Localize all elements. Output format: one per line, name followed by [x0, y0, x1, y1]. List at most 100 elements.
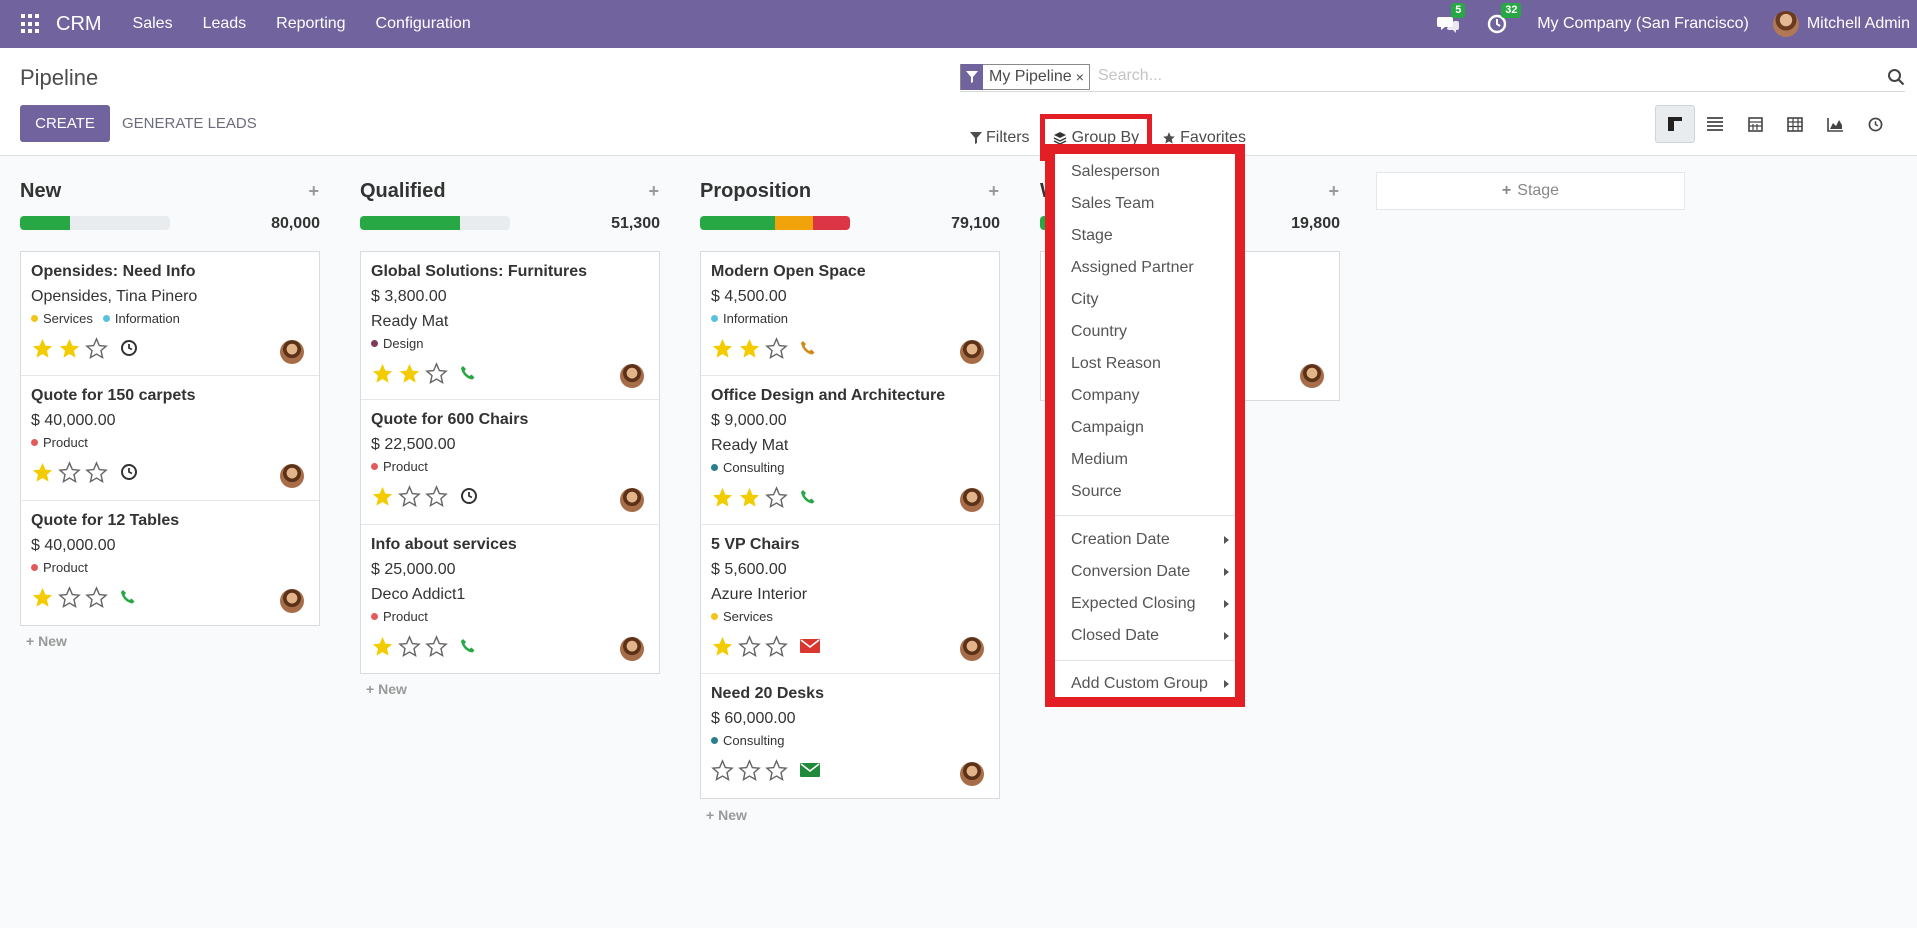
- quick-create-plus-icon[interactable]: +: [648, 180, 659, 201]
- star-filled-icon[interactable]: [398, 362, 421, 385]
- activity-phone-icon[interactable]: [800, 338, 820, 358]
- calendar-view-button[interactable]: [1735, 105, 1775, 143]
- salesperson-avatar[interactable]: [280, 589, 304, 613]
- salesperson-avatar[interactable]: [960, 762, 984, 786]
- add-custom-group[interactable]: Add Custom Group: [1055, 668, 1235, 700]
- generate-leads-button[interactable]: GENERATE LEADS: [122, 115, 257, 132]
- activity-clock-icon[interactable]: [460, 486, 480, 506]
- star-empty-icon[interactable]: [398, 634, 421, 658]
- groupby-option-medium[interactable]: Medium: [1071, 451, 1128, 468]
- star-filled-icon[interactable]: [711, 635, 734, 658]
- list-view-button[interactable]: [1695, 105, 1735, 143]
- star-empty-icon[interactable]: [765, 485, 788, 509]
- star-empty-icon[interactable]: [58, 585, 81, 609]
- menu-reporting[interactable]: Reporting: [276, 15, 346, 32]
- quick-create-plus-icon[interactable]: +: [308, 180, 319, 201]
- column-progress-bar[interactable]: [20, 216, 170, 230]
- column-progress-bar[interactable]: [360, 216, 510, 230]
- user-avatar[interactable]: [1772, 11, 1799, 37]
- salesperson-avatar[interactable]: [620, 637, 644, 661]
- search-input[interactable]: [1098, 67, 1798, 85]
- activity-phone-icon[interactable]: [460, 636, 480, 656]
- quick-create-new-link[interactable]: + New: [366, 681, 407, 697]
- star-empty-icon[interactable]: [765, 634, 788, 658]
- salesperson-avatar[interactable]: [280, 340, 304, 364]
- star-empty-icon[interactable]: [765, 336, 788, 360]
- progress-segment-red[interactable]: [813, 216, 850, 230]
- column-header[interactable]: Proposition +: [700, 179, 1000, 203]
- star-filled-icon[interactable]: [58, 337, 81, 360]
- menu-sales[interactable]: Sales: [132, 15, 173, 32]
- star-empty-icon[interactable]: [85, 585, 108, 609]
- progress-segment-orange[interactable]: [775, 216, 813, 230]
- groupby-option-city[interactable]: City: [1071, 291, 1099, 308]
- star-filled-icon[interactable]: [31, 461, 54, 484]
- messaging-menu[interactable]: 5: [1437, 3, 1466, 34]
- groupby-option-lost-reason[interactable]: Lost Reason: [1071, 355, 1161, 372]
- salesperson-avatar[interactable]: [280, 464, 304, 488]
- star-filled-icon[interactable]: [371, 485, 394, 508]
- star-filled-icon[interactable]: [738, 337, 761, 360]
- graph-view-button[interactable]: [1815, 105, 1855, 143]
- groupby-option-stage[interactable]: Stage: [1071, 227, 1113, 244]
- kanban-card[interactable]: Need 20 Desks $ 60,000.00 Consulting: [701, 674, 999, 798]
- favorites-toggle[interactable]: Favorites: [1162, 129, 1246, 147]
- activity-view-button[interactable]: [1855, 105, 1895, 143]
- groupby-option-country[interactable]: Country: [1071, 323, 1128, 340]
- kanban-view-button[interactable]: [1655, 105, 1695, 143]
- progress-segment-green[interactable]: [700, 216, 775, 230]
- activity-phone-icon[interactable]: [800, 487, 820, 507]
- star-empty-icon[interactable]: [425, 484, 448, 508]
- search-icon[interactable]: [1887, 68, 1905, 86]
- star-empty-icon[interactable]: [85, 460, 108, 484]
- star-empty-icon[interactable]: [398, 484, 421, 508]
- menu-configuration[interactable]: Configuration: [375, 15, 471, 32]
- groupby-option-closed-date[interactable]: Closed Date: [1055, 620, 1235, 652]
- progress-segment-green[interactable]: [360, 216, 460, 230]
- pivot-view-button[interactable]: [1775, 105, 1815, 143]
- quick-create-plus-icon[interactable]: +: [1328, 180, 1339, 201]
- company-switcher[interactable]: My Company (San Francisco): [1537, 15, 1749, 32]
- salesperson-avatar[interactable]: [960, 637, 984, 661]
- star-empty-icon[interactable]: [738, 634, 761, 658]
- create-button[interactable]: CREATE: [20, 105, 110, 142]
- salesperson-avatar[interactable]: [960, 340, 984, 364]
- column-progress-bar[interactable]: [700, 216, 850, 230]
- star-empty-icon[interactable]: [85, 336, 108, 360]
- kanban-card[interactable]: 5 VP Chairs $ 5,600.00 Azure Interior Se…: [701, 525, 999, 674]
- star-empty-icon[interactable]: [711, 758, 734, 782]
- groupby-option-creation-date[interactable]: Creation Date: [1055, 524, 1235, 556]
- apps-menu-icon[interactable]: [21, 14, 41, 34]
- salesperson-avatar[interactable]: [620, 364, 644, 388]
- groupby-option-source[interactable]: Source: [1071, 483, 1122, 500]
- kanban-card[interactable]: Quote for 12 Tables $ 40,000.00 Product: [21, 501, 319, 625]
- star-filled-icon[interactable]: [31, 586, 54, 609]
- salesperson-avatar[interactable]: [620, 488, 644, 512]
- kanban-card[interactable]: Office Design and Architecture $ 9,000.0…: [701, 376, 999, 525]
- activity-email-icon[interactable]: [800, 760, 820, 780]
- activity-email-icon[interactable]: [800, 636, 820, 656]
- filters-toggle[interactable]: Filters: [970, 129, 1030, 147]
- kanban-card[interactable]: Quote for 150 carpets $ 40,000.00 Produc…: [21, 376, 319, 501]
- progress-segment-green[interactable]: [20, 216, 70, 230]
- groupby-option-company[interactable]: Company: [1071, 387, 1140, 404]
- groupby-option-conversion-date[interactable]: Conversion Date: [1055, 556, 1235, 588]
- column-header[interactable]: New +: [20, 179, 320, 203]
- app-name[interactable]: CRM: [56, 12, 102, 35]
- star-filled-icon[interactable]: [371, 635, 394, 658]
- salesperson-avatar[interactable]: [960, 488, 984, 512]
- add-stage-button[interactable]: + Stage: [1376, 172, 1685, 210]
- star-empty-icon[interactable]: [425, 361, 448, 385]
- star-empty-icon[interactable]: [58, 460, 81, 484]
- star-filled-icon[interactable]: [711, 486, 734, 509]
- groupby-option-campaign[interactable]: Campaign: [1071, 419, 1144, 436]
- user-menu[interactable]: Mitchell Admin: [1806, 15, 1910, 32]
- activity-clock-icon[interactable]: [120, 338, 140, 358]
- kanban-card[interactable]: Info about services $ 25,000.00 Deco Add…: [361, 525, 659, 673]
- groupby-option-salesperson[interactable]: Salesperson: [1071, 163, 1160, 180]
- star-filled-icon[interactable]: [711, 337, 734, 360]
- column-header[interactable]: Qualified +: [360, 179, 660, 203]
- facet-remove-button[interactable]: ×: [1075, 69, 1084, 85]
- quick-create-plus-icon[interactable]: +: [988, 180, 999, 201]
- activity-menu[interactable]: 32: [1487, 3, 1522, 34]
